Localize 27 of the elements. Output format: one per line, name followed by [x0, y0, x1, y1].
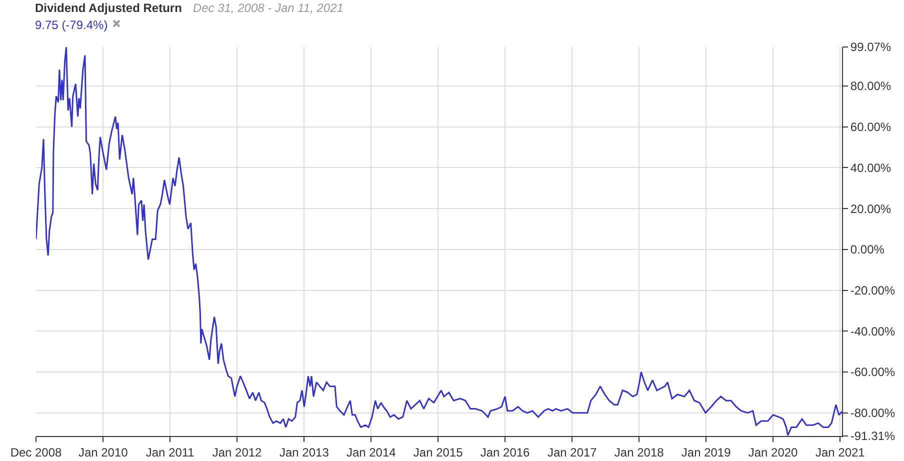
y-tick-label: 80.00% — [850, 79, 892, 94]
y-tick-label: -40.00% — [850, 324, 896, 338]
x-tick-label: Jan 2018 — [614, 445, 664, 460]
x-tick-label: Jan 2021 — [815, 445, 866, 460]
x-tick-label: Dec 2008 — [10, 445, 62, 460]
x-tick-label: Jan 2016 — [480, 445, 530, 460]
x-tick-label: Jan 2017 — [547, 445, 598, 460]
x-tick-label: Jan 2020 — [748, 445, 798, 460]
y-tick-label: -20.00% — [850, 283, 896, 298]
y-tick-label: 40.00% — [850, 160, 892, 175]
x-tick-label: Jan 2010 — [78, 445, 128, 460]
y-tick-label: -60.00% — [850, 365, 896, 380]
y-tick-label: 60.00% — [850, 120, 892, 134]
x-tick-label: Jan 2013 — [279, 445, 330, 460]
x-tick-label: Jan 2011 — [146, 445, 195, 460]
y-tick-label: -91.31% — [850, 429, 896, 444]
series-label: 9.75 (-79.4%) — [35, 18, 108, 32]
y-tick-label: -80.00% — [850, 406, 896, 420]
x-tick-label: Jan 2012 — [212, 445, 262, 460]
x-tick-label: Jan 2019 — [681, 445, 732, 460]
y-tick-label: 0.00% — [850, 242, 885, 257]
chart-subtitle: Dec 31, 2008 - Jan 11, 2021 — [192, 1, 344, 15]
x-tick-label: Jan 2014 — [346, 445, 396, 460]
y-tick-label: 99.07% — [850, 40, 892, 54]
x-tick-label: Jan 2015 — [413, 445, 464, 460]
chart-title: Dividend Adjusted Return — [35, 1, 182, 15]
y-tick-label: 20.00% — [850, 202, 892, 216]
